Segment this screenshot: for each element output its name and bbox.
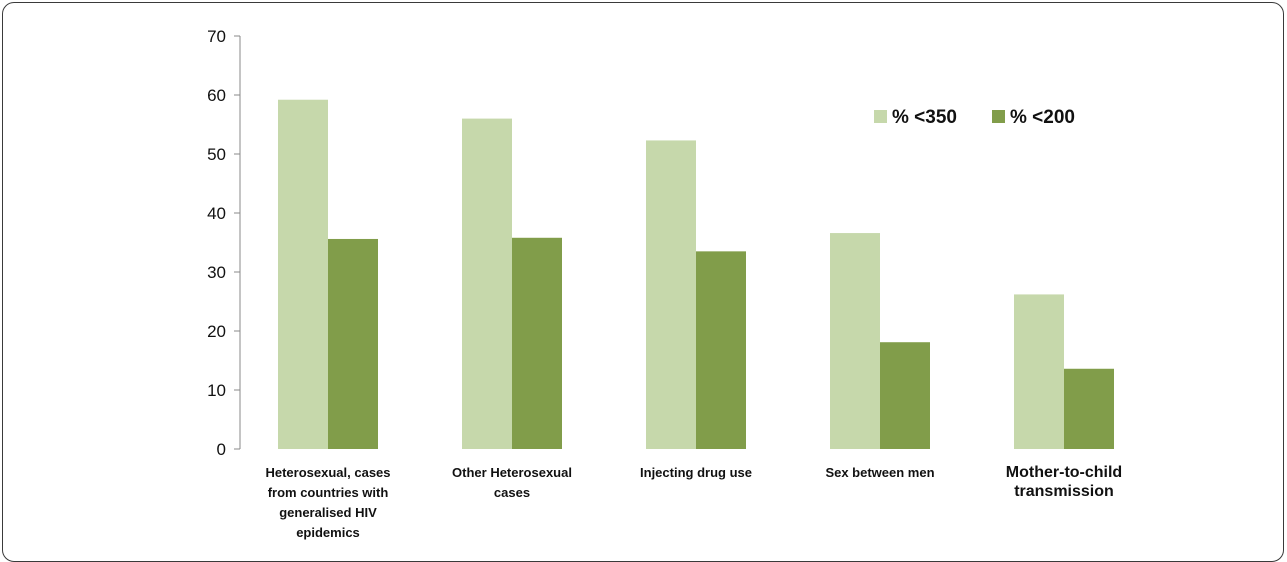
legend-label: % <350 (892, 107, 957, 128)
y-tick-label: 50 (207, 145, 226, 164)
legend-swatch (992, 110, 1005, 123)
legend-label: % <200 (1010, 107, 1075, 128)
category-label: generalised HIV (279, 505, 377, 520)
category-label: Sex between men (825, 465, 934, 480)
y-tick-label: 60 (207, 86, 226, 105)
y-tick-label: 20 (207, 322, 226, 341)
category-label: Injecting drug use (640, 465, 752, 480)
bar-lt200-4 (1064, 368, 1114, 449)
y-tick-label: 0 (217, 440, 226, 459)
legend-swatch (874, 110, 887, 123)
category-label: Mother-to-child (1006, 464, 1122, 481)
category-label-layer: Heterosexual, cases from countries with ge… (265, 464, 1122, 540)
bar-lt200-0 (328, 238, 378, 449)
bar-lt350-3 (830, 233, 880, 449)
category-label: cases (494, 485, 530, 500)
bar-lt350-1 (462, 118, 512, 449)
bar-chart: 0 10 20 30 40 50 60 70 Heterosexual, cases from … (207, 27, 1122, 540)
bar-lt350-0 (278, 99, 328, 449)
category-label: Other Heterosexual (452, 465, 572, 480)
category-label: epidemics (296, 525, 360, 540)
axis-layer: 0 10 20 30 40 50 60 70 (207, 27, 241, 459)
bar-lt350-2 (646, 140, 696, 449)
bar-lt200-1 (512, 237, 562, 449)
bar-lt200-3 (880, 342, 930, 449)
category-label: from countries with (268, 485, 389, 500)
category-label: transmission (1014, 483, 1114, 500)
category-label: Heterosexual, cases (265, 465, 390, 480)
legend: % <350 % <200 (874, 107, 1075, 128)
bar-layer (278, 99, 1114, 449)
y-tick-label: 10 (207, 381, 226, 400)
y-tick-label: 70 (207, 27, 226, 46)
y-tick-label: 40 (207, 204, 226, 223)
bar-lt200-2 (696, 251, 746, 449)
bar-lt350-4 (1014, 294, 1064, 449)
y-tick-label: 30 (207, 263, 226, 282)
